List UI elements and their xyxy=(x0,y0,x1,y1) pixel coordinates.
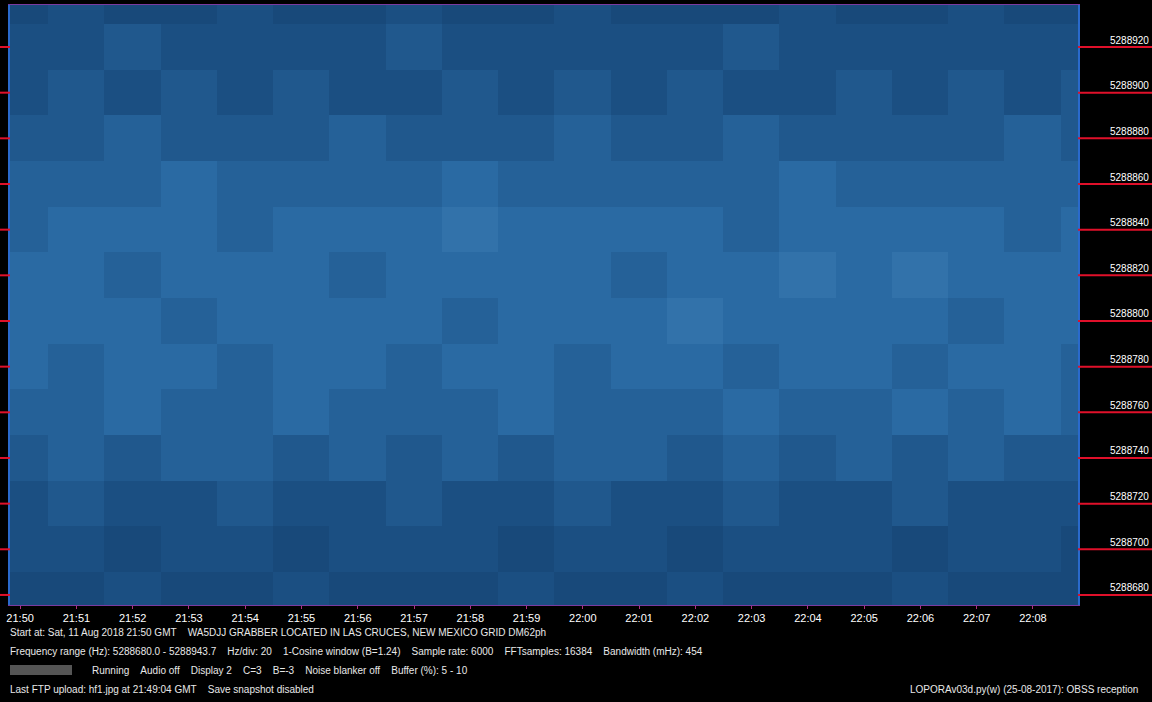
svg-text:21:54: 21:54 xyxy=(231,612,259,624)
svg-text:22:07: 22:07 xyxy=(963,612,991,624)
svg-text:21:58: 21:58 xyxy=(457,612,485,624)
svg-text:21:56: 21:56 xyxy=(344,612,372,624)
svg-text:LOPORAv03d.py(w) (25-08-2017):: LOPORAv03d.py(w) (25-08-2017): OBSS rece… xyxy=(910,684,1138,695)
svg-text:22:03: 22:03 xyxy=(738,612,766,624)
svg-text:5288680: 5288680 xyxy=(1110,582,1149,593)
svg-text:22:05: 22:05 xyxy=(850,612,878,624)
svg-text:5288760: 5288760 xyxy=(1110,400,1149,411)
svg-text:5288800: 5288800 xyxy=(1110,308,1149,319)
svg-text:21:59: 21:59 xyxy=(513,612,541,624)
svg-text:5288880: 5288880 xyxy=(1110,126,1149,137)
svg-text:5288920: 5288920 xyxy=(1110,35,1149,46)
svg-text:5288700: 5288700 xyxy=(1110,537,1149,548)
svg-text:22:08: 22:08 xyxy=(1019,612,1047,624)
svg-text:5288720: 5288720 xyxy=(1110,491,1149,502)
svg-text:Last FTP upload: hf1.jpg at 21: Last FTP upload: hf1.jpg at 21:49:04 GMT… xyxy=(10,684,314,695)
svg-text:5288900: 5288900 xyxy=(1110,80,1149,91)
svg-text:21:52: 21:52 xyxy=(119,612,147,624)
svg-text:22:06: 22:06 xyxy=(907,612,935,624)
svg-text:22:01: 22:01 xyxy=(625,612,653,624)
svg-text:22:04: 22:04 xyxy=(794,612,822,624)
svg-text:Frequency range (Hz): 5288680.: Frequency range (Hz): 5288680.0 - 528894… xyxy=(10,646,703,657)
svg-text:21:55: 21:55 xyxy=(288,612,316,624)
svg-text:21:53: 21:53 xyxy=(175,612,203,624)
svg-text:Start at: Sat, 11 Aug 2018 21:: Start at: Sat, 11 Aug 2018 21:50 GMT WA5… xyxy=(10,627,546,638)
svg-text:5288780: 5288780 xyxy=(1110,354,1149,365)
svg-text:22:00: 22:00 xyxy=(569,612,597,624)
svg-text:5288860: 5288860 xyxy=(1110,172,1149,183)
svg-text:21:57: 21:57 xyxy=(400,612,428,624)
svg-text:21:50: 21:50 xyxy=(6,612,34,624)
svg-text:5288740: 5288740 xyxy=(1110,445,1149,456)
svg-text:Running Audio off Displa: Running Audio off Display 2 C=3 B=-3 Noi… xyxy=(92,665,468,676)
svg-text:5288820: 5288820 xyxy=(1110,263,1149,274)
svg-text:22:02: 22:02 xyxy=(682,612,710,624)
svg-text:21:51: 21:51 xyxy=(63,612,91,624)
svg-text:5288840: 5288840 xyxy=(1110,217,1149,228)
